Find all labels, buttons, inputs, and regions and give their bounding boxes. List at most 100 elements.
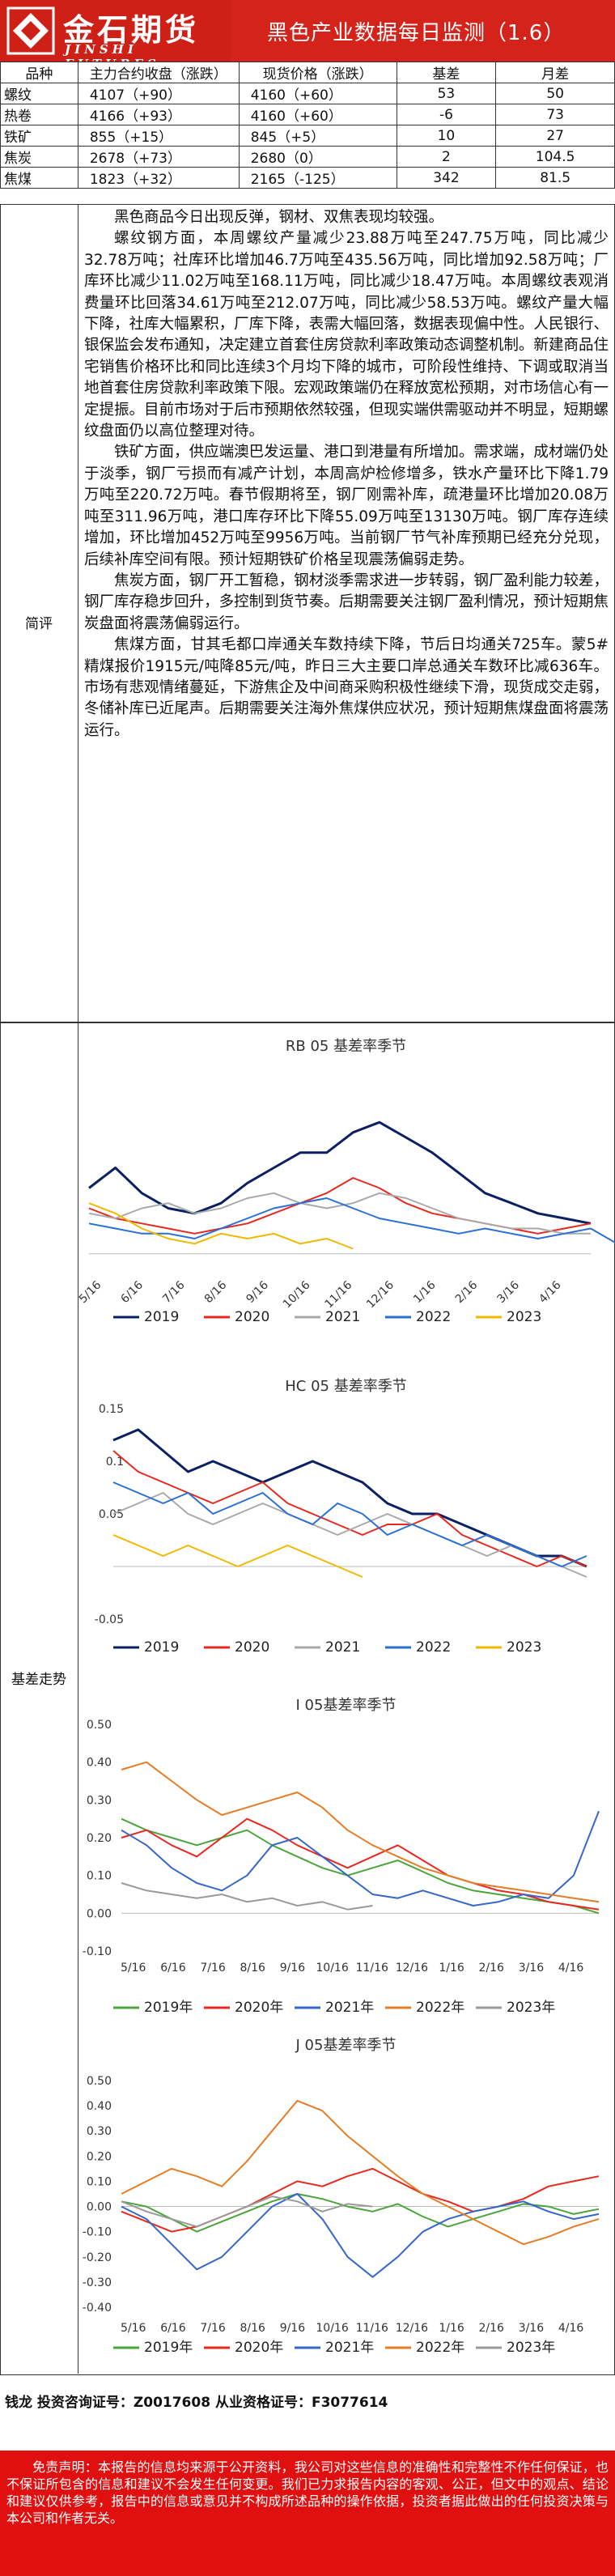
y-tick-label: 0.20 xyxy=(87,1832,112,1845)
table-cell: 4160（+60） xyxy=(238,83,397,104)
x-tick-label: 1/16 xyxy=(439,2322,464,2335)
chart-title: J 05基差率季节 xyxy=(295,2037,397,2054)
legend-label: 2023 xyxy=(507,1639,541,1656)
x-tick-label: 12/16 xyxy=(396,1962,428,1975)
rb-basis-chart: RB 05 基差率季节 5/16 6/16 7/16 8/16 9/16 10/16 11/1… xyxy=(77,1028,615,1360)
series-line xyxy=(121,1761,600,1903)
legend-label: 2022 xyxy=(416,1639,451,1656)
x-tick-label: 6/16 xyxy=(118,1278,146,1306)
comment-paragraph: 铁矿方面，供应端澳巴发运量、港口到港量有所增加。需求端，成材端仍处于淡季，钢厂亏… xyxy=(84,444,609,568)
series-line xyxy=(121,1817,600,1915)
j-basis-chart: J 05基差率季节 0.50 0.40 0.30 0.20 0.10 0.00 -0.10 -0… xyxy=(81,2032,611,2364)
y-tick-label: 0.50 xyxy=(87,1719,112,1732)
legend-label: 2019年 xyxy=(144,2340,193,2356)
table-cell: 73 xyxy=(495,104,615,125)
y-tick-label: 0.40 xyxy=(87,2100,112,2113)
hc-basis-chart: HC 05 基差率季节 -0.05 0.05 0.1 0.15 2019 2020 2021 2… xyxy=(81,1368,611,1684)
table-cell: 焦炭 xyxy=(0,146,78,168)
legend-label: 2021年 xyxy=(325,2000,374,2016)
series-line xyxy=(121,2099,600,2246)
table-cell: 4160（+60） xyxy=(238,104,397,125)
legend-label: 2020 xyxy=(235,1639,269,1656)
x-tick-label: 12/16 xyxy=(364,1278,397,1311)
legend-label: 2021年 xyxy=(325,2340,374,2356)
table-cell: 1823（+32） xyxy=(77,167,240,189)
quotes-table: 品种 主力合约收盘（涨跌） 现货价格（涨跌） 基差 月差 螺纹 4107（+90… xyxy=(0,62,615,189)
comment-paragraph: 焦炭方面，钢厂开工暂稳，钢材淡季需求进一步转弱，钢厂盈利能力较差，钢厂库存稳步回… xyxy=(84,572,609,632)
x-tick-label: 8/16 xyxy=(202,1278,230,1306)
y-tick-label: -0.40 xyxy=(83,2302,112,2315)
table-cell: 2165（-125） xyxy=(238,167,397,189)
x-tick-label: 11/16 xyxy=(356,1962,388,1975)
series-line xyxy=(121,2167,600,2233)
y-tick-label: 0.15 xyxy=(99,1403,124,1416)
x-tick-label: 9/16 xyxy=(280,1962,306,1975)
legend-label: 2022年 xyxy=(416,2340,464,2356)
comment-paragraph: 焦煤方面，甘其毛都口岸通关车数持续下降，节后日均通关725车。蒙5#精煤报价19… xyxy=(84,636,609,739)
chart-title: RB 05 基差率季节 xyxy=(286,1038,406,1055)
company-logo: 金石期货 JINSHI FUTURES xyxy=(0,0,231,71)
x-tick-label: 12/16 xyxy=(396,2322,428,2335)
table-cell: 2680（0） xyxy=(238,146,397,168)
table-cell: 342 xyxy=(396,167,497,189)
legend-label: 2022年 xyxy=(416,2000,464,2016)
report-header: 金石期货 JINSHI FUTURES 黑色产业数据每日监测（1.6） xyxy=(0,0,615,71)
column-header: 现货价格（涨跌） xyxy=(238,62,397,83)
disclaimer-text: 免责声明：本报告的信息均来源于公开资料，我公司对这些信息的准确性和完整性不作任何… xyxy=(6,2459,609,2526)
x-tick-label: 2/16 xyxy=(453,1278,481,1306)
legend-label: 2019年 xyxy=(144,2000,193,2016)
series-line xyxy=(121,2196,373,2228)
series-line xyxy=(88,1197,615,1243)
y-tick-label: 0.10 xyxy=(87,1870,112,1883)
legend-label: 2023 xyxy=(507,1309,541,1325)
x-tick-label: 7/16 xyxy=(160,1278,188,1306)
x-tick-label: 4/16 xyxy=(558,1962,584,1975)
report-title: 黑色产业数据每日监测（1.6） xyxy=(267,21,566,45)
table-row: 铁矿 855（+15） 845（+5） 10 27 xyxy=(0,125,615,147)
rb-basis-chart-svg: RB 05 基差率季节 5/16 6/16 7/16 8/16 9/16 10/16 11/1… xyxy=(77,1038,615,1325)
x-tick-label: 5/16 xyxy=(77,1278,104,1306)
table-cell: 81.5 xyxy=(495,167,615,189)
x-tick-label: 5/16 xyxy=(121,2322,146,2335)
x-tick-label: 9/16 xyxy=(280,2322,306,2335)
legend-label: 2023年 xyxy=(507,2340,555,2356)
series-line xyxy=(121,1817,600,1911)
table-cell: 焦煤 xyxy=(0,167,78,189)
y-tick-label: 0.05 xyxy=(99,1508,124,1521)
chart-title: I 05基差率季节 xyxy=(296,1697,397,1714)
analyst-signature: 钱龙 投资咨询证号：Z0017608 从业资格证号：F3077614 xyxy=(5,2395,388,2411)
legend-label: 2021 xyxy=(325,1309,360,1325)
series-line xyxy=(88,1120,592,1225)
series-line xyxy=(121,1882,373,1911)
table-cell: 855（+15） xyxy=(77,125,240,147)
table-cell: 2678（+73） xyxy=(77,146,240,168)
y-tick-label: 0.30 xyxy=(87,1794,112,1807)
table-cell: 27 xyxy=(495,125,615,147)
x-tick-label: 11/16 xyxy=(356,2322,388,2335)
legend-label: 2020年 xyxy=(235,2340,283,2356)
logo-chinese-name: 金石期货 xyxy=(63,12,200,48)
comment-label: 简评 xyxy=(25,616,53,632)
y-tick-label: -0.30 xyxy=(83,2276,112,2289)
table-cell: 53 xyxy=(396,83,497,104)
x-tick-label: 10/16 xyxy=(281,1278,313,1311)
table-cell: 104.5 xyxy=(495,146,615,168)
x-tick-label: 3/16 xyxy=(519,2322,545,2335)
legend-label: 2020 xyxy=(235,1309,269,1325)
series-line xyxy=(88,1202,354,1250)
legend-label: 2023年 xyxy=(507,2000,555,2016)
legend-label: 2021 xyxy=(325,1639,360,1656)
table-cell: -6 xyxy=(396,104,497,125)
i-basis-chart: I 05基差率季节 0.50 0.40 0.30 0.20 0.10 0.00 -0.10 5/… xyxy=(81,1692,611,2024)
legend-label: 2019 xyxy=(144,1309,179,1325)
y-tick-label: 0.1 xyxy=(106,1456,124,1469)
x-tick-label: 6/16 xyxy=(160,1962,186,1975)
y-tick-label: -0.05 xyxy=(95,1613,124,1626)
basis-label: 基差走势 xyxy=(11,1672,66,1688)
column-header: 月差 xyxy=(495,62,615,83)
x-tick-label: 9/16 xyxy=(244,1278,271,1306)
y-tick-label: 0.30 xyxy=(87,2125,112,2138)
comment-body: 黑色商品今日出现反弹，钢材、双焦表现均较强。 螺纹钢方面，本周螺纹产量减少23.… xyxy=(84,207,609,742)
table-cell: 845（+5） xyxy=(238,125,397,147)
x-tick-label: 1/16 xyxy=(411,1278,439,1306)
